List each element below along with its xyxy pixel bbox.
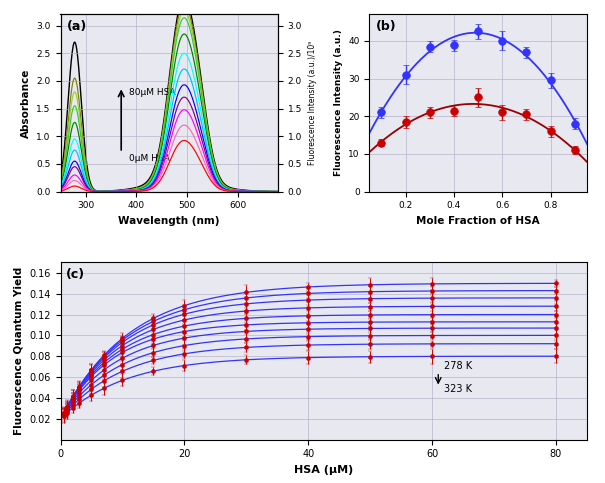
Text: (c): (c) xyxy=(66,268,85,281)
X-axis label: Mole Fraction of HSA: Mole Fraction of HSA xyxy=(416,216,540,226)
Y-axis label: Fluorescence Quantum Yield: Fluorescence Quantum Yield xyxy=(14,267,24,435)
X-axis label: Wavelength (nm): Wavelength (nm) xyxy=(119,216,220,226)
Text: (b): (b) xyxy=(376,20,396,33)
Text: 323 K: 323 K xyxy=(445,384,473,394)
Text: 0μM HSA: 0μM HSA xyxy=(129,154,169,163)
Y-axis label: Fluorescence Intensity (a.u.): Fluorescence Intensity (a.u.) xyxy=(333,29,342,176)
X-axis label: HSA (μM): HSA (μM) xyxy=(294,465,353,475)
Text: (a): (a) xyxy=(67,20,87,33)
Y-axis label: Fluorescence Intensity (a.u.)/10⁹: Fluorescence Intensity (a.u.)/10⁹ xyxy=(308,41,316,165)
Text: 80μM HSA: 80μM HSA xyxy=(129,88,175,97)
Text: 278 K: 278 K xyxy=(445,361,473,371)
Y-axis label: Absorbance: Absorbance xyxy=(21,69,31,138)
